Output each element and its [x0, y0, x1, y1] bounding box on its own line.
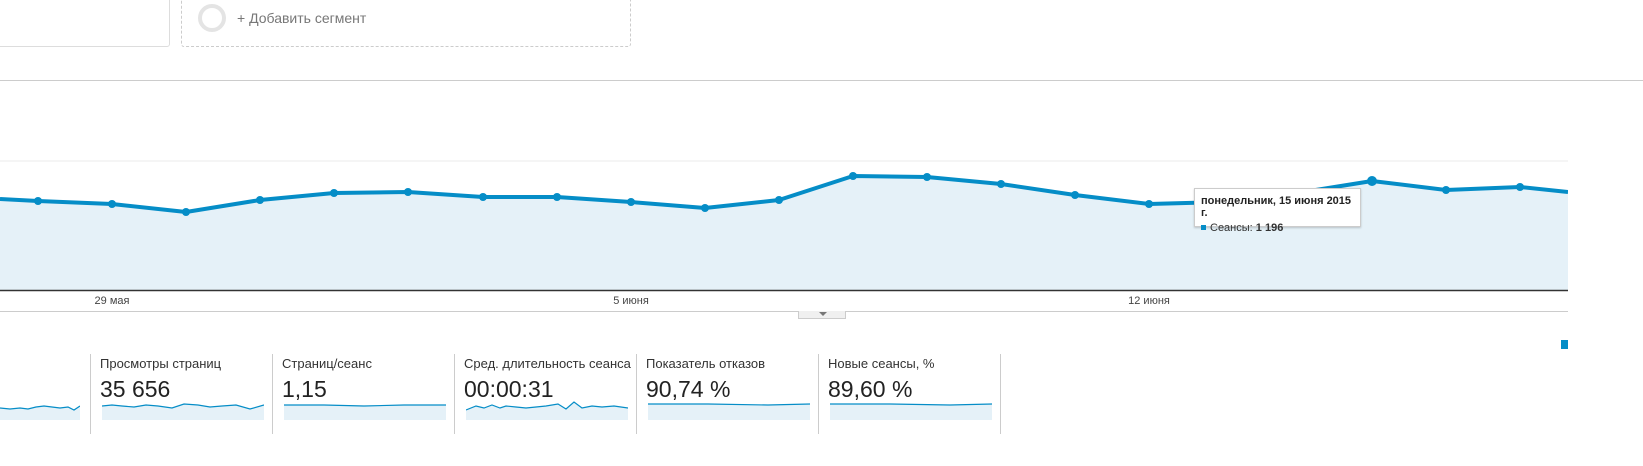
metric-sessions[interactable] [0, 354, 90, 434]
segment-ring-icon [198, 4, 226, 32]
tooltip-metric: Сеансы: 1 196 [1201, 222, 1354, 234]
collapse-chart-button[interactable] [798, 311, 846, 319]
series-marker-icon [1561, 340, 1568, 349]
metric-value: 35 656 [100, 376, 171, 402]
metric-label: Новые сеансы, % [828, 356, 935, 371]
sparkline [284, 404, 446, 420]
metric-bounce-rate[interactable]: Показатель отказов 90,74 % [636, 354, 818, 434]
x-axis-label: 5 июня [613, 295, 649, 307]
tooltip-metric-label: Сеансы: [1210, 222, 1256, 234]
metric-label: Показатель отказов [646, 356, 766, 371]
metric-pages-per-session[interactable]: Страниц/сеанс 1,15 [272, 354, 454, 434]
tooltip-metric-value: 1 196 [1255, 222, 1284, 234]
divider [0, 311, 1568, 312]
add-segment-label: + Добавить сегмент [237, 10, 367, 26]
sessions-line-chart[interactable] [0, 81, 1568, 311]
chart-tooltip: понедельник, 15 июня 2015 г. Сеансы: 1 1… [1194, 188, 1361, 234]
divider [0, 80, 1643, 81]
metric-new-sessions[interactable]: Новые сеансы, % 89,60 % [818, 354, 1001, 434]
metric-value: 1,15 [282, 376, 327, 402]
sparkline [466, 401, 628, 420]
metric-label: Страниц/сеанс [282, 356, 372, 371]
sparkline [830, 403, 992, 420]
metric-label: Просмотры страниц [100, 356, 222, 371]
sparkline [0, 405, 80, 420]
x-axis-label: 12 июня [1128, 295, 1170, 307]
metric-avg-session-duration[interactable]: Сред. длительность сеанса 00:00:31 [454, 354, 636, 434]
series-color-icon [1201, 224, 1206, 230]
metric-pageviews[interactable]: Просмотры страниц 35 656 [90, 354, 272, 434]
metric-value: 89,60 % [828, 376, 913, 402]
metric-value: 00:00:31 [464, 376, 554, 402]
tooltip-date: понедельник, 15 июня 2015 г. [1201, 195, 1352, 219]
add-segment-button[interactable]: + Добавить сегмент [181, 0, 631, 47]
chart-svg [0, 160, 1568, 292]
metric-label: Сред. длительность сеанса [464, 356, 631, 371]
sparkline [648, 403, 810, 420]
active-segment-card[interactable] [0, 0, 170, 47]
x-axis-label: 29 мая [94, 295, 130, 307]
sparkline [102, 403, 264, 420]
metric-value: 90,74 % [646, 376, 731, 402]
